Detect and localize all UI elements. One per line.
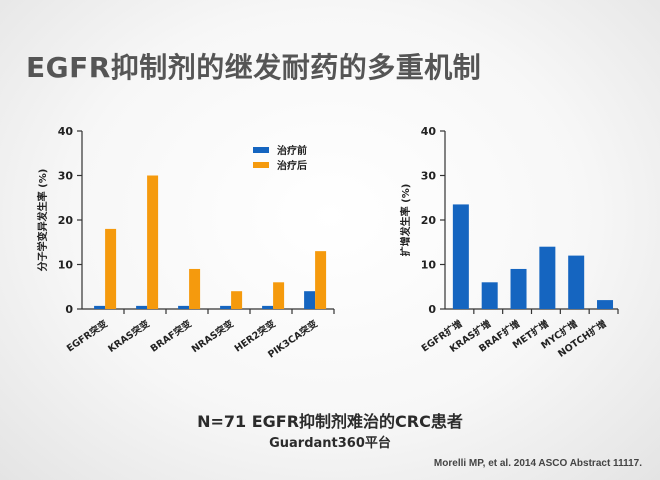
bar bbox=[189, 268, 201, 309]
bar bbox=[231, 291, 243, 309]
bar bbox=[262, 305, 274, 309]
slide-title: EGFR抑制剂的继发耐药的多重机制 bbox=[26, 51, 482, 84]
bar bbox=[568, 255, 585, 309]
caption-main: N=71 EGFR抑制剂难治的CRC患者 bbox=[197, 412, 463, 431]
y-axis-label: 扩增发生率 (%) bbox=[399, 184, 412, 257]
bar bbox=[273, 282, 285, 309]
y-tick-label: 30 bbox=[421, 170, 437, 183]
legend-swatch bbox=[253, 162, 269, 168]
bar bbox=[510, 268, 527, 309]
legend-swatch bbox=[253, 147, 269, 153]
y-axis-label: 分子学变异发生率 (%) bbox=[36, 169, 49, 272]
bar bbox=[94, 305, 106, 309]
bar bbox=[136, 305, 148, 309]
bar bbox=[539, 246, 556, 309]
y-tick-label: 20 bbox=[421, 214, 437, 227]
bar bbox=[481, 282, 498, 309]
bar bbox=[315, 251, 327, 309]
bar bbox=[147, 175, 159, 309]
y-tick-label: 40 bbox=[58, 125, 74, 138]
y-tick-label: 10 bbox=[58, 259, 74, 272]
legend-label: 治疗前 bbox=[277, 144, 307, 157]
bar bbox=[105, 228, 117, 309]
bar bbox=[304, 291, 316, 309]
legend-label: 治疗后 bbox=[277, 159, 307, 172]
y-tick-label: 30 bbox=[58, 170, 74, 183]
bar bbox=[597, 300, 614, 309]
y-tick-label: 20 bbox=[58, 214, 74, 227]
bar bbox=[178, 305, 190, 309]
y-tick-label: 10 bbox=[421, 259, 437, 272]
bar bbox=[452, 204, 469, 309]
reference-citation: Morelli MP, et al. 2014 ASCO Abstract 11… bbox=[433, 458, 642, 469]
y-tick-label: 0 bbox=[65, 303, 73, 316]
y-tick-label: 40 bbox=[421, 125, 437, 138]
caption-sub: Guardant360平台 bbox=[269, 436, 391, 451]
y-tick-label: 0 bbox=[428, 303, 436, 316]
bar bbox=[220, 305, 232, 309]
